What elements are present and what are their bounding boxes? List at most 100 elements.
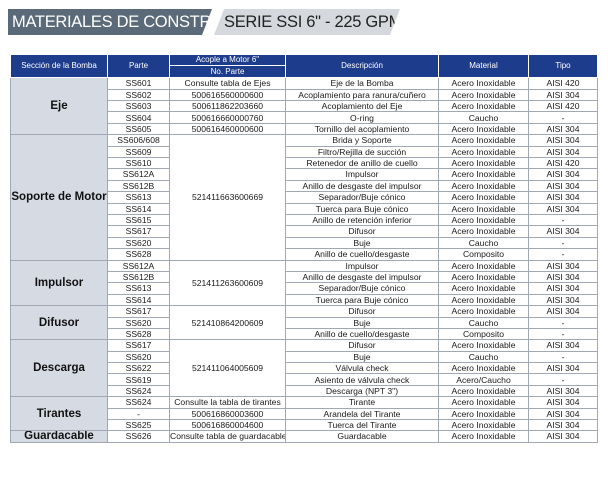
part-no-cell: Consulte tabla de Ejes [169, 77, 286, 90]
section-name: Soporte de Motor [10, 134, 108, 261]
table-row: SS605 500616460000600 Tornillo del acoplam… [11, 122, 598, 136]
type-cell: - [528, 327, 598, 341]
description-cell: Impulsor [285, 168, 439, 181]
table-row: Impulsor SS612A 521411263600609 Impulsor Ace… [10, 259, 598, 307]
type-cell: AISI 420 [528, 157, 598, 170]
part-cell: SS603 [107, 100, 170, 113]
material-cell: Acero Inoxidable [438, 396, 529, 409]
col-description-header: Descripción [285, 53, 439, 79]
part-cell: SS601 [107, 77, 170, 90]
description-cell: Anillo de desgaste del impulsor [285, 270, 439, 284]
type-cell: AISI 304 [528, 225, 598, 238]
table-row: Soporte de Motor SS606/608 521411663600669… [10, 134, 598, 261]
type-cell: - [528, 236, 598, 250]
description-cell: Tornillo del acoplamiento [285, 122, 439, 136]
material-cell: Acero Inoxidable [438, 179, 529, 193]
material-cell: Acero Inoxidable [438, 145, 529, 159]
type-cell: AISI 304 [528, 145, 598, 159]
part-no-cell: 521410864200609 [169, 305, 286, 341]
section-name: Guardacable [10, 430, 108, 443]
section-name: Tirantes [10, 396, 108, 432]
type-cell: AISI 420 [528, 100, 598, 113]
table-row: SS613 Separador/Buje cónico Acero Inoxidab… [11, 191, 598, 204]
material-cell: Acero Inoxidable [438, 270, 529, 284]
description-cell: Buje [285, 316, 439, 329]
description-cell: Arandela del Tirante [285, 407, 439, 421]
part-cell: SS617 [107, 305, 170, 318]
part-cell: - [107, 407, 170, 421]
type-cell: AISI 304 [528, 179, 598, 193]
description-cell: Válvula check [285, 362, 439, 375]
material-cell: Caucho [438, 111, 529, 124]
part-cell: SS620 [107, 236, 170, 250]
part-cell: SS614 [107, 293, 170, 307]
description-cell: Acoplamiento del Eje [285, 100, 439, 113]
table-row: SS613 Separador/Buje cónico Acero Inoxidab… [11, 282, 598, 295]
material-cell: Acero Inoxidable [438, 339, 529, 352]
material-cell: Acero Inoxidable [438, 282, 529, 295]
description-cell: O-ring [285, 111, 439, 124]
section-name: Difusor [10, 305, 108, 341]
part-no-cell: 500616660000760 [169, 111, 286, 124]
part-no-cell: 500616860004600 [169, 418, 286, 432]
material-cell: Acero Inoxidable [438, 362, 529, 375]
type-cell: AISI 304 [528, 191, 598, 204]
description-cell: Tuerca del Tirante [285, 418, 439, 432]
table-row: -500616860003600 Arandela del Tirante Acer… [11, 407, 598, 421]
material-cell: Acero Inoxidable [438, 88, 529, 102]
table-row: SS624 Descarga (NPT 3") Acero Inoxidable AI… [11, 384, 598, 398]
section-name: Eje [10, 77, 108, 136]
table-body: Eje SS601 Consulte tabla de Ejes Eje de la … [10, 77, 598, 443]
part-no-cell: Consulte la tabla de tirantes [169, 396, 286, 409]
material-cell: Acero Inoxidable [438, 134, 529, 147]
part-cell: SS624 [107, 396, 170, 409]
table-row: SS615 Anillo de retención inferior Acero I… [11, 213, 598, 227]
material-cell: Acero Inoxidable [438, 213, 529, 227]
part-cell: SS622 [107, 362, 170, 375]
description-cell: Difusor [285, 305, 439, 318]
type-cell: AISI 304 [528, 282, 598, 295]
type-cell: AISI 304 [528, 430, 598, 443]
part-cell: SS609 [107, 145, 170, 159]
material-cell: Composito [438, 327, 529, 341]
part-cell: SS626 [107, 430, 170, 443]
part-no-cell: 521411663600669 [169, 134, 286, 261]
material-cell: Acero Inoxidable [438, 157, 529, 170]
material-cell: Acero Inoxidable [438, 122, 529, 136]
material-cell: Acero Inoxidable [438, 259, 529, 272]
description-cell: Anillo de retención inferior [285, 213, 439, 227]
material-cell: Acero Inoxidable [438, 191, 529, 204]
col-coupling-header: Acople a Motor 6" [169, 53, 286, 67]
material-cell: Acero Inoxidable [438, 407, 529, 421]
material-cell: Acero Inoxidable [438, 418, 529, 432]
part-no-cell: 500611862203660 [169, 100, 286, 113]
description-cell: Separador/Buje cónico [285, 191, 439, 204]
series-title: SERIE SSI 6" - 225 GPM [214, 9, 400, 35]
type-cell: - [528, 111, 598, 124]
table-row: Descarga SS617 521411064005609 Difusor Acero… [10, 339, 598, 398]
description-cell: Anillo de desgaste del impulsor [285, 179, 439, 193]
part-cell: SS617 [107, 225, 170, 238]
table-row: Tirantes SS624 Consulte la tabla de tirant… [10, 396, 598, 432]
part-no-cell: Consulte tabla de guardacables [169, 430, 286, 443]
material-cell: Acero Inoxidable [438, 225, 529, 238]
section-name: Impulsor [10, 259, 108, 307]
part-cell: SS606/608 [107, 134, 170, 147]
part-cell: SS604 [107, 111, 170, 124]
part-cell: SS612B [107, 270, 170, 284]
table-row: SS609 Filtro/Rejilla de succión Acero Inox… [11, 145, 598, 159]
part-cell: SS624 [107, 384, 170, 398]
type-cell: - [528, 316, 598, 329]
col-material-header: Material [438, 53, 529, 79]
part-cell: SS619 [107, 373, 170, 386]
part-no-cell: 500616560000600 [169, 88, 286, 102]
type-cell: AISI 304 [528, 122, 598, 136]
col-part-header: Parte [107, 53, 170, 79]
type-cell: AISI 304 [528, 202, 598, 216]
type-cell: AISI 304 [528, 168, 598, 181]
material-cell: Acero Inoxidable [438, 384, 529, 398]
part-cell: SS613 [107, 191, 170, 204]
type-cell: AISI 304 [528, 384, 598, 398]
description-cell: Guardacable [285, 430, 439, 443]
description-cell: Buje [285, 236, 439, 250]
